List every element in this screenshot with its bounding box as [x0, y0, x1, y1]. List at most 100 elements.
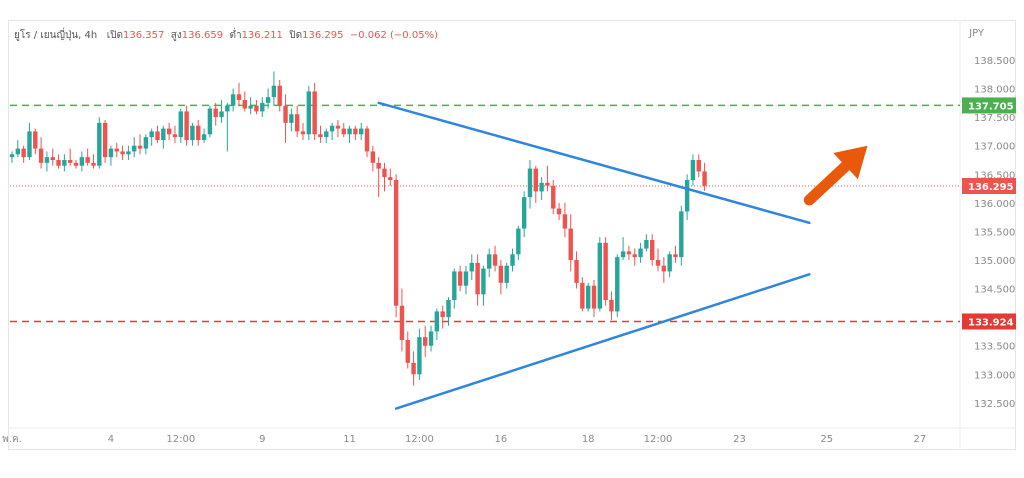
open-label: เปิด: [106, 30, 124, 41]
candle-up: [679, 211, 684, 258]
candle-down: [335, 125, 341, 129]
candle-down: [300, 131, 306, 135]
bullish-arrow-head: [833, 145, 868, 180]
candle-down: [673, 254, 678, 258]
x-tick-label: 23: [733, 434, 746, 445]
y-tick-label: 137.500: [974, 113, 1015, 124]
candle-down: [632, 254, 637, 258]
candle-down: [21, 148, 26, 158]
candle-down: [172, 134, 178, 138]
price-tag-137.705: [962, 97, 1016, 114]
candle-up: [289, 114, 294, 123]
candle-down: [457, 271, 463, 286]
candle-down: [254, 105, 259, 112]
candle-up: [219, 111, 224, 118]
candle-up: [527, 168, 533, 198]
candle-down: [393, 180, 399, 306]
candle-down: [184, 111, 189, 140]
price-tag-text-133.924: 133.924: [968, 317, 1014, 328]
price-tag-text-136.295: 136.295: [968, 182, 1014, 193]
candle-up: [428, 331, 434, 346]
low-value: 136.211: [241, 30, 283, 41]
candle-up: [271, 85, 277, 98]
candle-down: [556, 208, 562, 215]
trendline-lower: [394, 273, 811, 410]
trendline-upper: [377, 101, 811, 225]
candle-down: [545, 182, 550, 186]
candle-up: [27, 131, 32, 158]
candle-down: [382, 168, 387, 178]
bullish-arrow-shaft: [803, 160, 852, 206]
candle-up: [225, 105, 230, 112]
candle-down: [423, 337, 428, 346]
candle-up: [97, 122, 102, 166]
candle-down: [661, 265, 667, 272]
x-tick-label: 12:00: [405, 434, 434, 445]
candle-up: [615, 257, 620, 312]
candle-up: [521, 197, 527, 229]
candle-up: [207, 108, 213, 135]
candle-up: [143, 137, 149, 149]
candle-up: [539, 182, 544, 192]
candle-down: [33, 131, 38, 149]
y-tick-label: 137.000: [974, 142, 1015, 153]
x-tick-label: 12:00: [166, 434, 195, 445]
candle-up: [230, 94, 236, 106]
y-tick-label: 135.000: [974, 256, 1015, 267]
price-tag-text-137.705: 137.705: [968, 101, 1014, 112]
chart-frame: [8, 20, 1016, 450]
candle-down: [568, 228, 573, 260]
y-tick-label: 136.000: [974, 199, 1015, 210]
candle-down: [411, 362, 416, 375]
candle-down: [318, 134, 323, 138]
candle-up: [79, 157, 85, 166]
candle-down: [533, 168, 538, 192]
low-label: ต่ำ: [229, 30, 242, 41]
candle-up: [481, 268, 486, 295]
candle-down: [702, 171, 707, 186]
x-tick-label: 25: [820, 434, 833, 445]
candle-down: [498, 265, 504, 283]
candle-up: [324, 131, 329, 138]
candle-down: [475, 262, 480, 295]
candle-down: [364, 128, 370, 152]
candle-down: [283, 105, 288, 123]
x-tick-label: 12:00: [644, 434, 673, 445]
candle-down: [137, 145, 143, 149]
candle-up: [329, 125, 335, 132]
candle-down: [91, 162, 96, 166]
candle-down: [609, 300, 614, 312]
symbol-label: ยูโร / เยนญี่ปุ่น, 4h: [14, 30, 98, 41]
candle-up: [347, 128, 352, 135]
candle-up: [620, 251, 626, 258]
candle-down: [341, 128, 346, 135]
y-tick-label: 136.500: [974, 170, 1015, 181]
candle-up: [510, 254, 515, 266]
candle-down: [196, 125, 201, 140]
candle-up: [487, 254, 492, 269]
candle-up: [644, 240, 649, 249]
candle-down: [492, 254, 498, 266]
x-tick-label: 27: [914, 434, 927, 445]
candle-up: [15, 148, 21, 155]
candle-down: [236, 94, 242, 100]
candle-down: [85, 157, 90, 163]
x-tick-label: 16: [495, 434, 508, 445]
candle-up: [190, 125, 195, 140]
candle-down: [353, 128, 358, 135]
candle-down: [166, 128, 172, 135]
y-tick-label: 133.000: [974, 370, 1015, 381]
candle-up: [178, 111, 183, 138]
candle-down: [626, 251, 632, 255]
x-tick-label: 18: [582, 434, 595, 445]
candle-down: [440, 311, 445, 318]
candle-up: [265, 97, 271, 103]
candle-down: [102, 122, 108, 158]
open-value: 136.357: [123, 30, 165, 41]
candle-down: [591, 285, 597, 309]
price-tag-133.924: [962, 313, 1016, 330]
candle-down: [370, 151, 376, 163]
candle-up: [161, 128, 166, 140]
candle-down: [38, 148, 44, 163]
